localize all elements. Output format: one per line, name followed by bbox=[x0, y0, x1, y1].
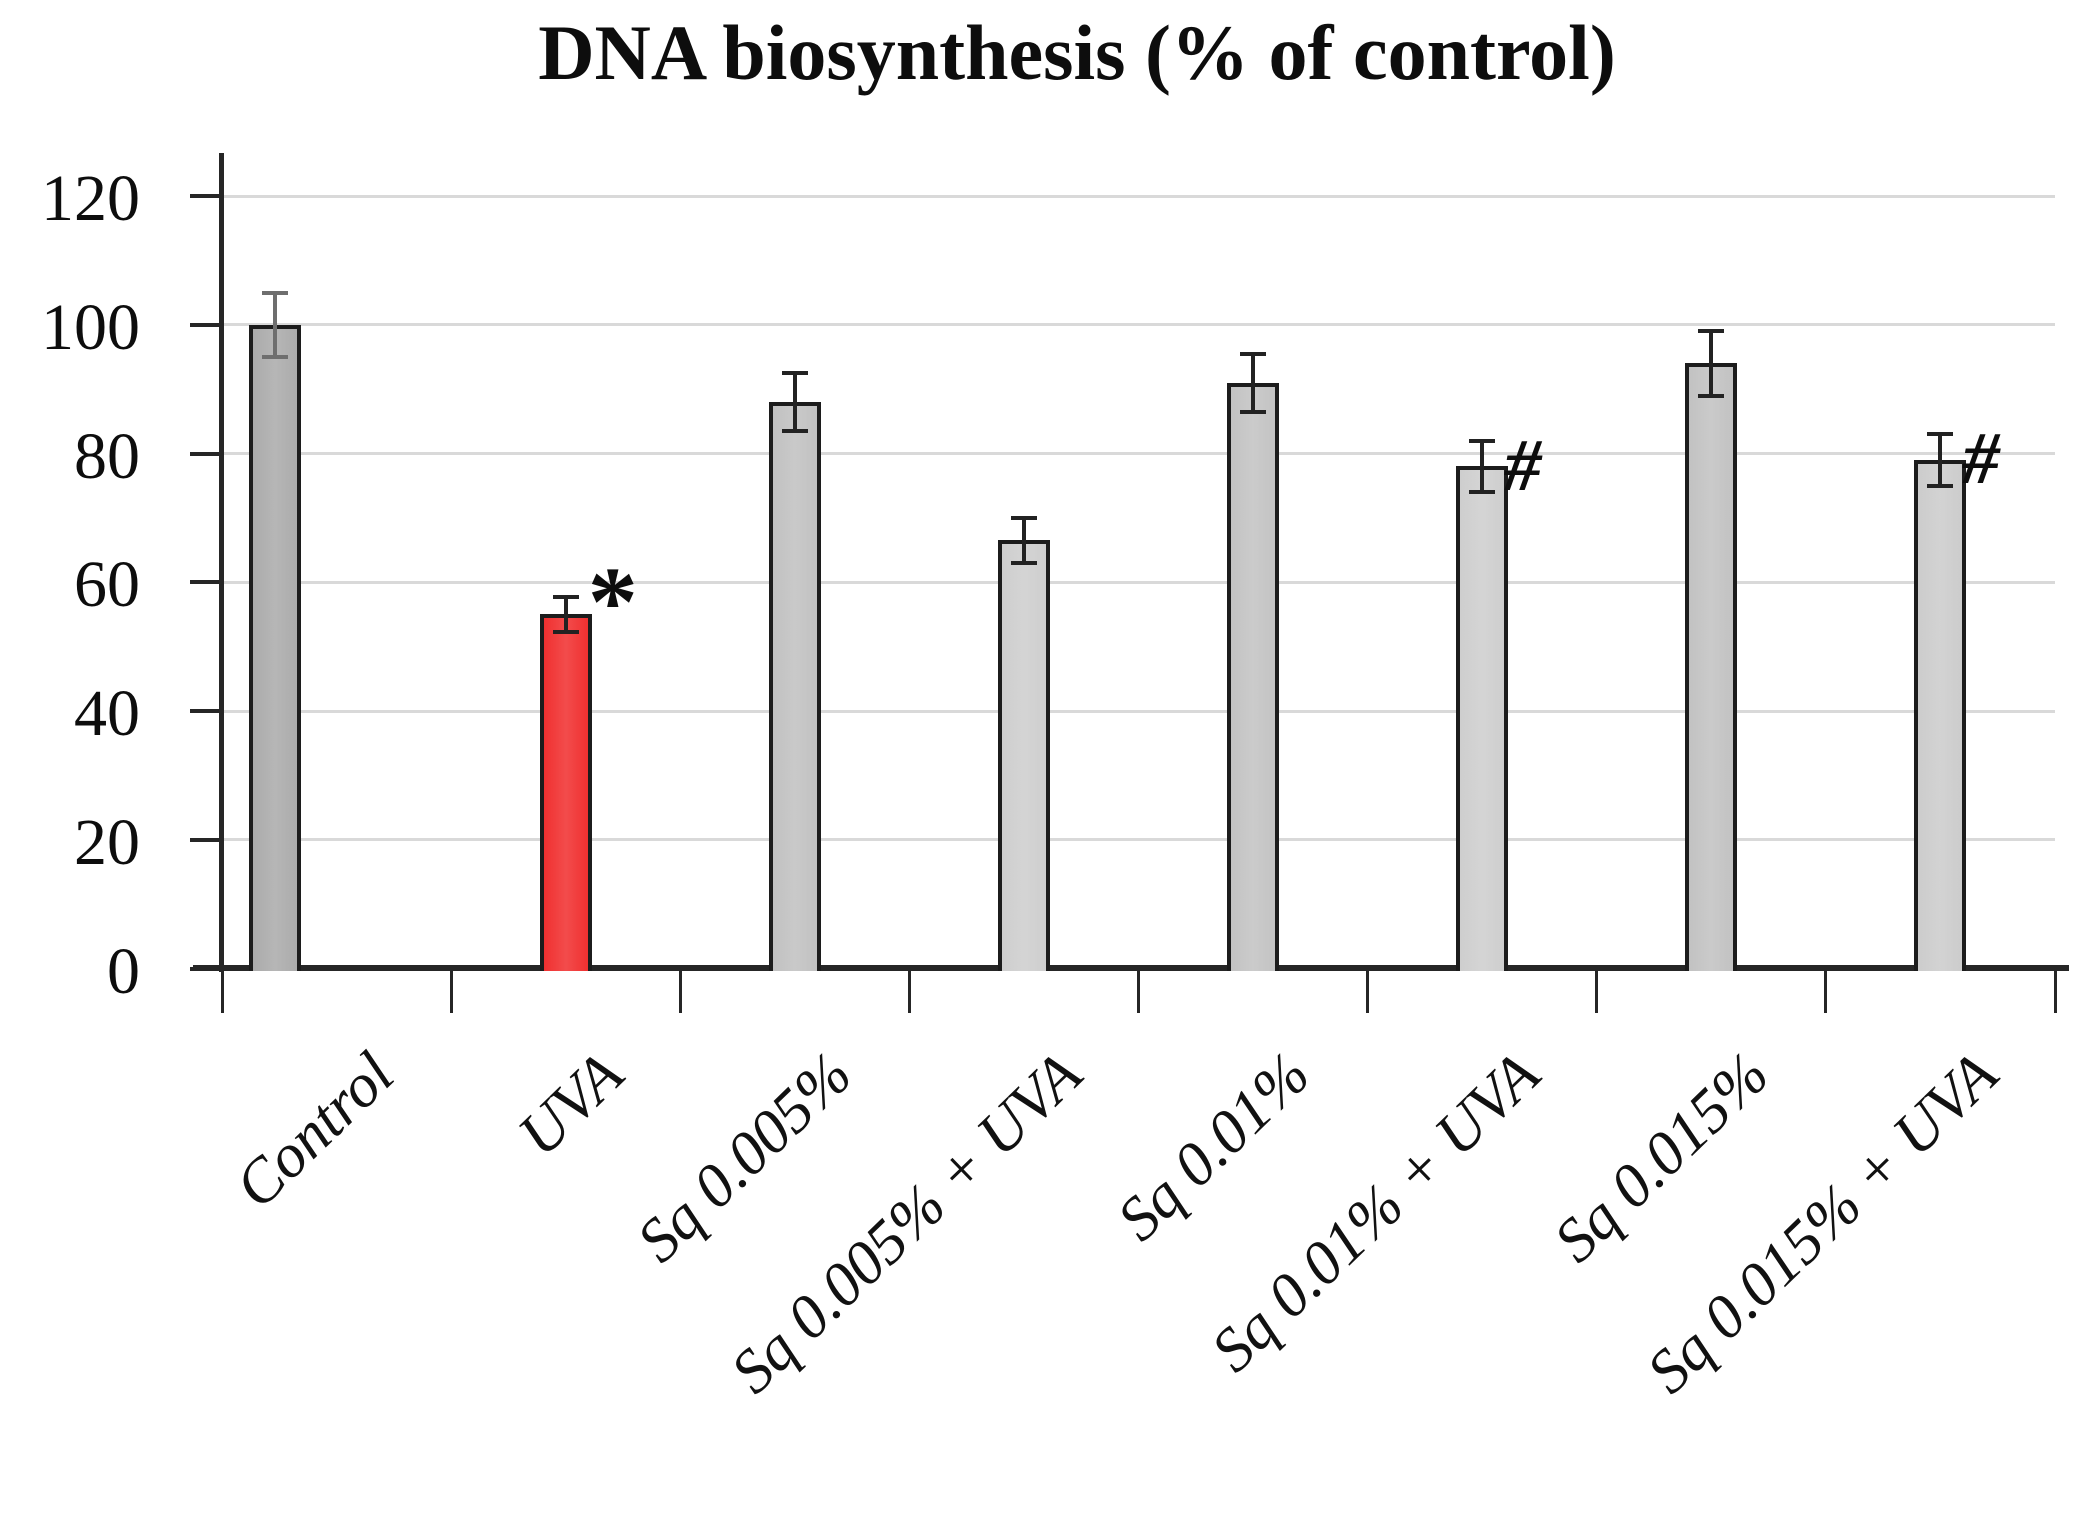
bar-control bbox=[248, 324, 301, 971]
error-bar-cap-top bbox=[1469, 438, 1496, 443]
x-category-label: Sq 0.01% bbox=[1105, 1039, 1324, 1254]
bar-sq-0-01- bbox=[1227, 382, 1280, 971]
significance-hash: # bbox=[1962, 418, 2000, 501]
x-axis-line bbox=[193, 965, 2069, 971]
y-tick-mark-60 bbox=[190, 580, 222, 585]
x-category-label: UVA bbox=[505, 1039, 636, 1170]
y-tick-mark-40 bbox=[190, 709, 222, 713]
error-bar-cap-bottom bbox=[1469, 490, 1496, 495]
error-bar-cap-bottom bbox=[1010, 560, 1037, 565]
y-tick-label-120: 120 bbox=[41, 162, 140, 235]
error-bar bbox=[792, 373, 797, 431]
error-bar-cap-bottom bbox=[1240, 409, 1267, 414]
x-tick-mark-8 bbox=[2053, 968, 2057, 1013]
significance-hash: # bbox=[1504, 424, 1542, 507]
x-tick-mark-0 bbox=[220, 968, 224, 1013]
error-bar bbox=[1480, 440, 1485, 493]
gridline-y-80 bbox=[222, 452, 2055, 455]
y-tick-label-40: 40 bbox=[74, 677, 140, 750]
x-tick-mark-5 bbox=[1366, 968, 1370, 1013]
x-tick-mark-7 bbox=[1824, 968, 1828, 1013]
y-tick-label-20: 20 bbox=[74, 805, 140, 879]
error-bar-cap-top bbox=[1010, 515, 1037, 520]
plot-area bbox=[222, 194, 2055, 969]
bar-sq-0-005-uva bbox=[997, 540, 1050, 971]
gridline-y-60 bbox=[222, 580, 2055, 584]
error-bar-cap-bottom bbox=[552, 629, 579, 634]
x-tick-mark-4 bbox=[1137, 968, 1140, 1013]
error-bar-cap-bottom bbox=[1698, 393, 1725, 398]
bar-uva bbox=[539, 614, 592, 971]
y-tick-mark-80 bbox=[190, 451, 222, 456]
y-tick-mark-100 bbox=[190, 322, 222, 327]
bar-sq-0-01-uva bbox=[1456, 466, 1509, 971]
y-tick-mark-0 bbox=[190, 966, 222, 971]
error-bar-cap-bottom bbox=[781, 428, 808, 433]
chart-title: DNA biosynthesis (% of control) bbox=[538, 9, 1616, 96]
x-category-label: Sq 0.005% bbox=[624, 1039, 865, 1276]
error-bar-cap-top bbox=[552, 595, 579, 600]
error-bar-cap-top bbox=[1240, 351, 1267, 356]
gridline-y-20 bbox=[222, 838, 2055, 842]
y-axis-line bbox=[219, 153, 224, 972]
error-bar bbox=[1938, 434, 1943, 486]
bar-sq-0-005- bbox=[768, 402, 821, 971]
y-tick-label-100: 100 bbox=[41, 290, 140, 364]
error-bar bbox=[1251, 353, 1256, 412]
error-bar bbox=[272, 292, 277, 357]
gridline-y-40 bbox=[222, 709, 2055, 713]
error-bar bbox=[1709, 331, 1714, 396]
gridline-y-120 bbox=[222, 194, 2055, 198]
error-bar-cap-top bbox=[1698, 329, 1725, 334]
error-bar-cap-bottom bbox=[1927, 483, 1954, 488]
x-tick-mark-1 bbox=[449, 968, 453, 1013]
error-bar bbox=[1021, 517, 1026, 563]
x-category-label: Control bbox=[222, 1039, 407, 1222]
error-bar-cap-top bbox=[261, 290, 288, 295]
bar-sq-0-015- bbox=[1685, 363, 1738, 971]
error-bar bbox=[563, 597, 568, 632]
x-tick-mark-3 bbox=[907, 968, 911, 1013]
y-tick-mark-120 bbox=[190, 194, 222, 198]
y-tick-mark-20 bbox=[190, 837, 222, 842]
bar-sq-0-015-uva bbox=[1914, 459, 1967, 971]
error-bar-cap-top bbox=[781, 371, 808, 376]
y-tick-label-60: 60 bbox=[74, 548, 140, 622]
x-tick-mark-6 bbox=[1595, 968, 1599, 1013]
gridline-y-100 bbox=[222, 323, 2055, 327]
y-tick-label-0: 0 bbox=[107, 934, 140, 1008]
error-bar-cap-bottom bbox=[261, 354, 288, 359]
x-category-label: Sq 0.015% bbox=[1540, 1039, 1782, 1276]
y-tick-label-80: 80 bbox=[74, 419, 140, 493]
error-bar-cap-top bbox=[1927, 432, 1954, 437]
x-tick-mark-2 bbox=[678, 968, 682, 1013]
significance-asterisk: * bbox=[587, 546, 638, 658]
